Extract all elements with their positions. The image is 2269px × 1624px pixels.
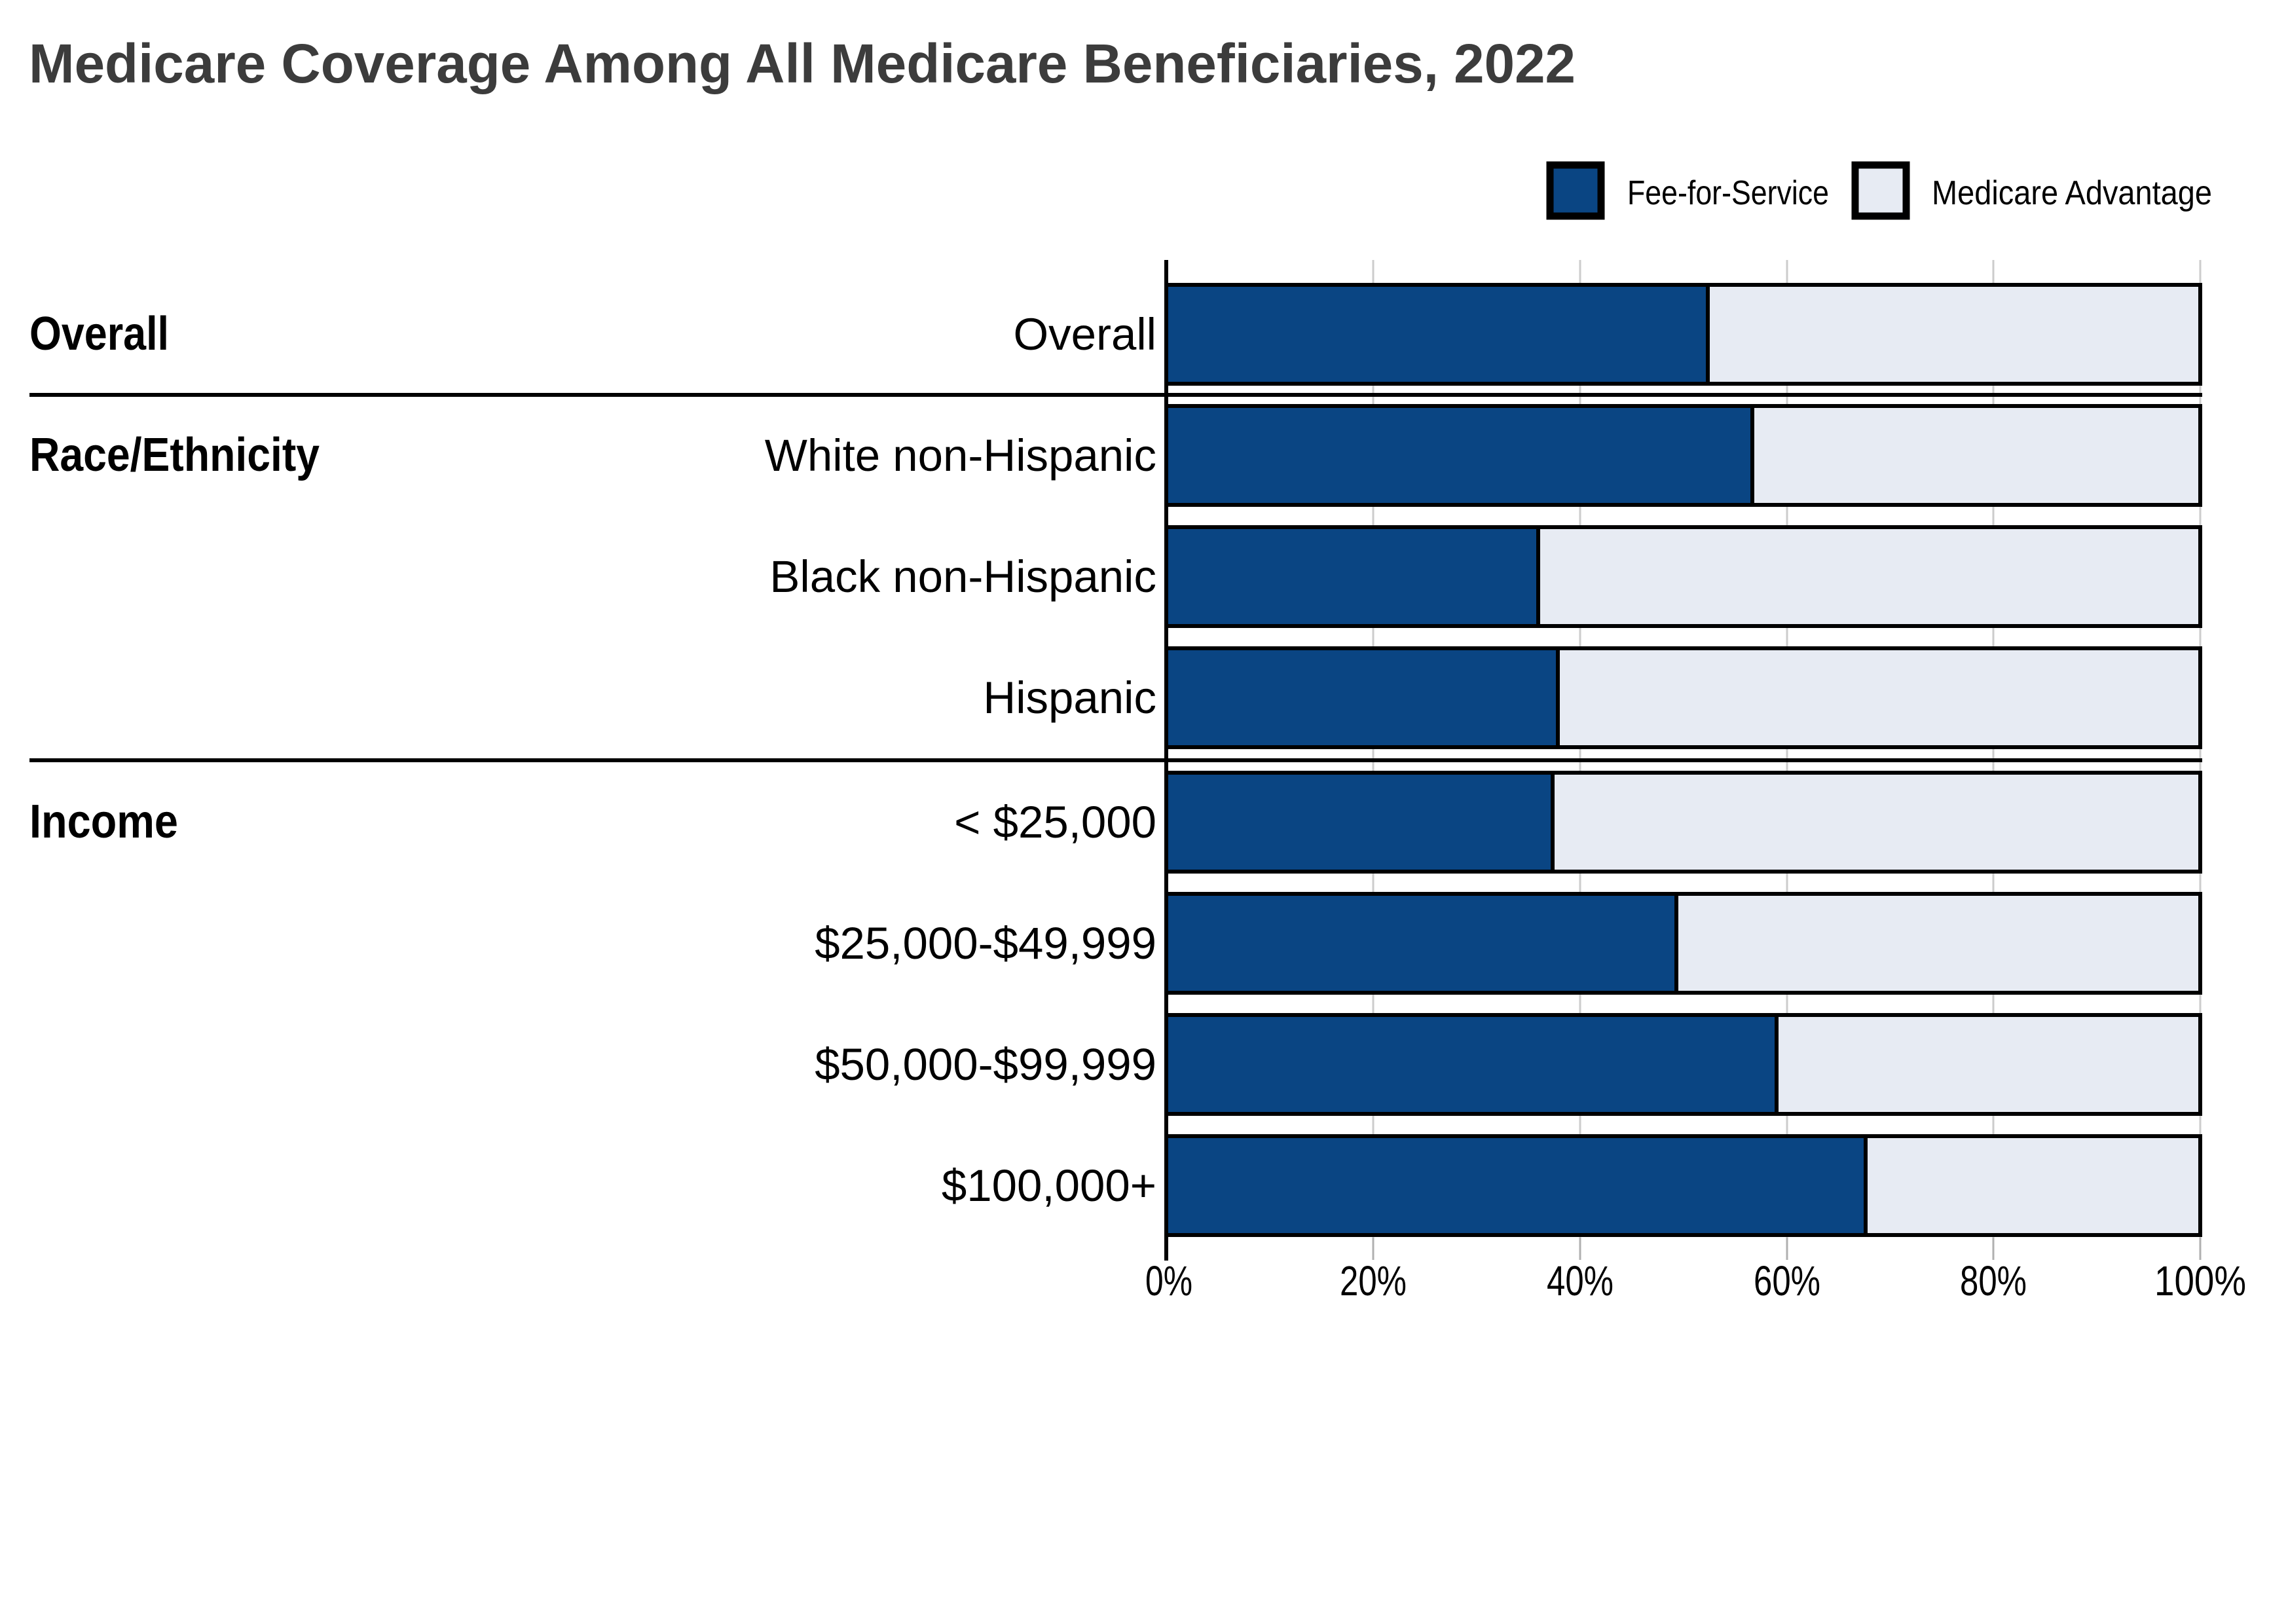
- svg-text:White non-Hispanic: White non-Hispanic: [765, 430, 1156, 481]
- svg-text:20%: 20%: [1340, 1257, 1407, 1304]
- svg-text:Overall: Overall: [29, 308, 169, 360]
- svg-text:< $25,000: < $25,000: [954, 797, 1156, 847]
- svg-text:Hispanic: Hispanic: [983, 673, 1156, 723]
- svg-text:Black non-Hispanic: Black non-Hispanic: [769, 551, 1156, 602]
- svg-text:Medicare Coverage Among All Me: Medicare Coverage Among All Medicare Ben…: [29, 33, 1576, 94]
- svg-text:Overall: Overall: [1013, 309, 1156, 360]
- svg-text:80%: 80%: [1960, 1257, 2027, 1304]
- svg-text:Fee-for-Service: Fee-for-Service: [1627, 174, 1829, 212]
- svg-text:$25,000-$49,999: $25,000-$49,999: [815, 918, 1156, 969]
- svg-text:60%: 60%: [1754, 1257, 1820, 1304]
- svg-text:$50,000-$99,999: $50,000-$99,999: [815, 1039, 1156, 1090]
- svg-text:Medicare Advantage: Medicare Advantage: [1932, 174, 2212, 212]
- svg-text:0%: 0%: [1145, 1257, 1192, 1304]
- svg-text:Income: Income: [29, 796, 178, 848]
- svg-text:$100,000+: $100,000+: [942, 1160, 1156, 1211]
- svg-text:40%: 40%: [1547, 1257, 1614, 1304]
- svg-text:Race/Ethnicity: Race/Ethnicity: [29, 429, 320, 481]
- svg-text:100%: 100%: [2154, 1257, 2246, 1304]
